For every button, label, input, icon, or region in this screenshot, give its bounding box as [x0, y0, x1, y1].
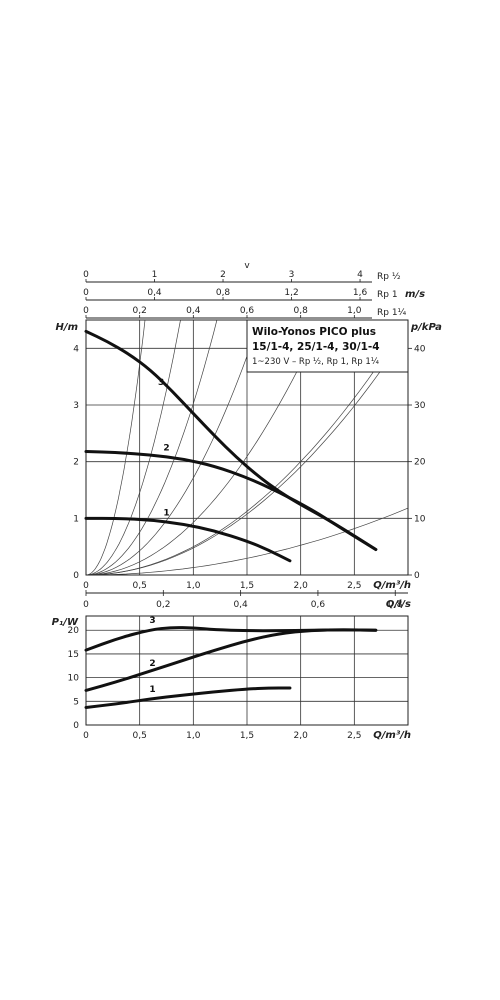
power-curve-label-3: 3 — [149, 616, 155, 626]
legend-box — [246, 319, 409, 373]
velocity-tick-label: 1 — [152, 270, 158, 280]
system-curve — [85, 319, 181, 576]
velocity-tick-label: 0 — [83, 288, 89, 298]
head-ytick-label: 4 — [73, 344, 79, 354]
head-y2label: p/kPa — [410, 322, 442, 333]
power-curve-label-2: 2 — [149, 659, 155, 669]
flow-ls-tick-label: 0,2 — [156, 600, 170, 610]
flow-ls-tick-label: 0 — [83, 600, 89, 610]
velocity-tick-label: 3 — [289, 270, 295, 280]
flow-ls-tick-label: 0,6 — [311, 600, 326, 610]
velocity-tick-label: 0,2 — [133, 306, 147, 316]
velocity-tick-label: 0,6 — [240, 306, 255, 316]
velocity-tick-label: 0 — [83, 306, 89, 316]
velocity-tick-label: 0,4 — [186, 306, 201, 316]
power-xtick-label: 2,5 — [347, 731, 361, 741]
head-xlabel: Q/m³/h — [373, 580, 411, 591]
head-y2tick-label: 0 — [414, 571, 420, 581]
power-xtick-label: 0 — [83, 731, 89, 741]
velocity-tick-label: 1,6 — [353, 288, 368, 298]
system-curve — [85, 331, 409, 576]
flow-ls-tick-label: 0,4 — [233, 600, 248, 610]
head-y2tick-label: 10 — [414, 514, 426, 524]
head-ylabel: H/m — [56, 322, 78, 333]
head-ytick-label: 2 — [73, 458, 79, 468]
power-xtick-label: 2,0 — [294, 731, 309, 741]
legend-title: Wilo-Yonos PICO plus — [252, 326, 376, 338]
velocity-tick-label: 0,4 — [147, 288, 162, 298]
system-curve — [86, 507, 409, 576]
head-y2tick-label: 20 — [414, 458, 426, 468]
power-curve-1 — [84, 686, 292, 709]
system-curve — [85, 319, 146, 576]
system-curve — [85, 319, 218, 576]
power-ytick-label: 15 — [68, 650, 79, 660]
head-xtick-label: 2,5 — [347, 581, 361, 591]
head-curve-1 — [84, 516, 292, 563]
head-curve-label-2: 2 — [163, 443, 169, 453]
power-plot-frame — [85, 615, 409, 726]
power-ylabel: P₁/W — [52, 617, 79, 628]
power-curve-label-1: 1 — [149, 685, 155, 695]
power-xtick-label: 0,5 — [133, 731, 147, 741]
head-ytick-label: 3 — [73, 401, 79, 411]
head-y2tick-label: 40 — [414, 344, 426, 354]
head-xtick-label: 2,0 — [294, 581, 309, 591]
head-curve-label-1: 1 — [163, 509, 169, 519]
head-ytick-label: 1 — [73, 514, 79, 524]
head-curve-3 — [84, 329, 378, 551]
velocity-axis-title: v — [244, 261, 250, 271]
velocity-tick-label: 0 — [83, 270, 89, 280]
power-xtick-label: 1,5 — [240, 731, 254, 741]
velocity-tick-label: 0,8 — [294, 306, 309, 316]
velocity-tick-label: 1,0 — [347, 306, 362, 316]
velocity-tick-label: 1,2 — [284, 288, 298, 298]
power-xlabel: Q/m³/h — [373, 730, 411, 741]
velocity-tick-label: 2 — [220, 270, 226, 280]
system-curve — [85, 319, 261, 576]
power-curve-2 — [84, 628, 378, 692]
power-ytick-label: 20 — [68, 626, 80, 636]
legend-note: 1~230 V – Rp ½, Rp 1, Rp 1¼ — [252, 357, 379, 367]
power-curve-3 — [84, 626, 378, 652]
velocity-unit: m/s — [405, 289, 425, 300]
head-curve-label-3: 3 — [158, 378, 164, 388]
power-ytick-label: 10 — [68, 674, 80, 684]
head-xtick-label: 1,5 — [240, 581, 254, 591]
flow-ls-label: Q/l/s — [386, 599, 411, 610]
power-ytick-label: 5 — [73, 697, 79, 707]
power-xtick-label: 1,0 — [186, 731, 201, 741]
head-xtick-label: 0 — [83, 581, 89, 591]
head-xtick-label: 1,0 — [186, 581, 201, 591]
head-xtick-label: 0,5 — [133, 581, 147, 591]
velocity-tick-label: 0,8 — [216, 288, 231, 298]
velocity-axis-label: Rp ½ — [377, 272, 401, 282]
head-y2tick-label: 30 — [414, 401, 426, 411]
head-ytick-label: 0 — [73, 571, 79, 581]
power-ytick-label: 0 — [73, 721, 79, 731]
legend-subtitle: 15/1-4, 25/1-4, 30/1-4 — [252, 341, 380, 353]
velocity-axis-label: Rp 1 — [377, 290, 398, 300]
velocity-axis-label: Rp 1¼ — [377, 308, 407, 318]
system-curve — [85, 319, 323, 576]
velocity-tick-label: 4 — [357, 270, 363, 280]
flow-ls-tick-label: 0,8 — [388, 600, 403, 610]
